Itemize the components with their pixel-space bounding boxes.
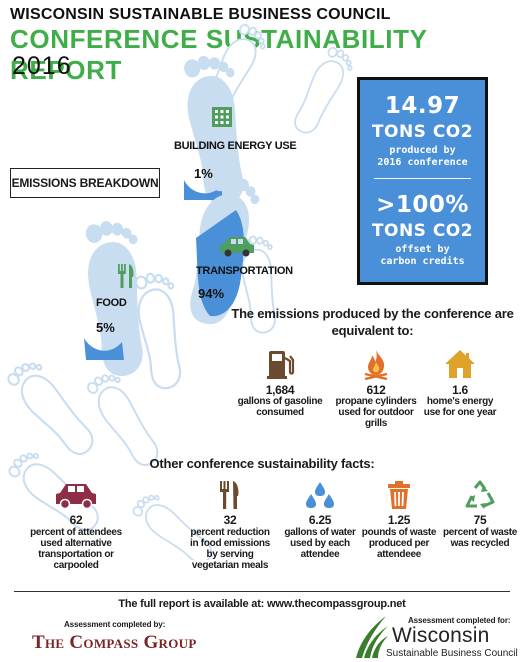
fact-transportation-line-1: percent of attendees (30, 527, 122, 538)
fact-water-line-2: used by each (290, 538, 350, 549)
assessed-by-label: Assessment completed by: (64, 620, 166, 629)
fact-waste: 1.25 pounds of waste produced per attend… (356, 480, 442, 560)
fact-food-line-3: by serving (206, 549, 254, 560)
fact-water-value: 6.25 (308, 513, 332, 527)
fact-transportation: 62 percent of attendees used alternative… (16, 480, 136, 571)
gasoline-desc-1: gallons of gasoline (237, 396, 323, 407)
footer-divider (14, 591, 510, 592)
fact-water: 6.25 gallons of water used by each atten… (272, 480, 368, 560)
fact-recycling-line-1: percent of waste (442, 527, 518, 538)
food-percent: 5% (96, 320, 115, 335)
propane-desc-1: propane cylinders (335, 396, 417, 407)
fact-transportation-line-4: carpooled (53, 560, 99, 571)
produced-unit: TONS CO2 (371, 122, 474, 142)
home-energy-desc-2: use for one year (423, 407, 497, 418)
fact-waste-line-2: produced per (368, 538, 430, 549)
home-energy-desc-1: home's energy (426, 396, 494, 407)
fact-food: 32 percent reduction in food emissions b… (176, 480, 284, 571)
water-drops-icon (306, 482, 334, 508)
summary-divider (374, 178, 471, 179)
food-label: FOOD (96, 297, 127, 309)
equivalents-heading: The emissions produced by the conference… (225, 305, 520, 339)
fact-transportation-line-2: used alternative (40, 538, 112, 549)
flame-icon (364, 350, 388, 381)
equivalent-home-energy: 1.6 home's energy use for one year (420, 348, 500, 418)
house-icon (445, 350, 475, 378)
gasoline-desc-2: consumed (256, 407, 304, 418)
equivalents-heading-line-2: equivalent to: (331, 323, 414, 338)
fact-waste-value: 1.25 (387, 513, 411, 527)
fact-transportation-line-3: transportation or (38, 549, 114, 560)
offset-desc-1: offset by (395, 244, 450, 255)
propane-desc-3: grills (364, 418, 388, 429)
fact-food-line-4: vegetarian meals (191, 560, 269, 571)
fact-recycling-value: 75 (473, 513, 487, 527)
gasoline-value: 1,684 (265, 383, 295, 397)
transportation-label: TRANSPORTATION (196, 265, 293, 277)
propane-desc-2: used for outdoor (338, 407, 414, 418)
emissions-breakdown-label: EMISSIONS BREAKDOWN (10, 168, 160, 198)
home-energy-value: 1.6 (452, 383, 468, 397)
fork-knife-icon (220, 481, 239, 509)
report-year: 2016 (12, 52, 72, 80)
wsbc-logo-name: Wisconsin (392, 624, 490, 647)
wsbc-logo-subtitle: Sustainable Business Council (386, 648, 518, 659)
produced-desc-2: 2016 conference (377, 157, 468, 168)
produced-desc-1: produced by (389, 145, 456, 156)
fact-transportation-value: 62 (69, 513, 83, 527)
car-icon (218, 234, 256, 263)
fact-food-line-2: in food emissions (190, 538, 270, 549)
compass-group-name: The Compass Group (32, 632, 197, 653)
produced-value: 14.97 (384, 93, 461, 119)
building-energy-label: BUILDING ENERGY USE (174, 140, 297, 152)
transportation-percent: 94% (198, 286, 225, 301)
equivalent-propane: 612 propane cylinders used for outdoor g… (328, 348, 424, 429)
compass-group-logo: The Compass Group (32, 632, 197, 654)
fact-waste-line-1: pounds of waste (361, 527, 437, 538)
car-icon (56, 484, 96, 510)
equivalent-gasoline: 1,684 gallons of gasoline consumed (234, 348, 326, 418)
building-icon (211, 106, 233, 133)
building-energy-percent: 1% (194, 166, 213, 181)
fact-food-value: 32 (223, 513, 237, 527)
offset-value: >100% (376, 192, 469, 218)
recycle-icon (465, 480, 495, 509)
trash-can-icon (388, 481, 410, 509)
gas-pump-icon (267, 351, 295, 379)
propane-value: 612 (366, 383, 386, 397)
full-report-link[interactable]: The full report is available at: www.the… (118, 598, 406, 610)
wsbc-leaf-logo (356, 616, 388, 658)
equivalents-heading-line-1: The emissions produced by the conference… (231, 306, 514, 321)
offset-desc-2: carbon credits (380, 256, 465, 267)
fact-water-line-1: gallons of water (284, 527, 356, 538)
fact-water-line-3: attendee (300, 549, 340, 560)
organization-name: WISCONSIN SUSTAINABLE BUSINESS COUNCIL (10, 6, 391, 23)
emissions-summary-box: 14.97 TONS CO2 produced by 2016 conferen… (357, 77, 488, 285)
assessed-for-label: Assessment completed for: (408, 616, 511, 625)
fact-recycling: 75 percent of waste was recycled (438, 480, 522, 549)
fact-waste-line-3: attendeee (377, 549, 421, 560)
fact-recycling-line-2: was recycled (450, 538, 510, 549)
facts-heading: Other conference sustainability facts: (149, 456, 375, 471)
fact-food-line-1: percent reduction (190, 527, 270, 538)
fork-knife-icon (116, 263, 136, 294)
offset-unit: TONS CO2 (371, 221, 474, 241)
